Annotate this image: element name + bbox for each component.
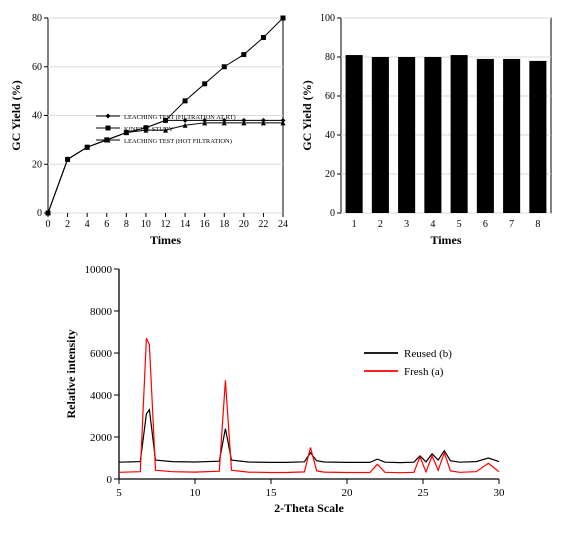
svg-text:25: 25 [417,487,429,499]
svg-text:5: 5 [116,487,122,499]
svg-text:2-Theta Scale: 2-Theta Scale [274,501,344,515]
svg-text:40: 40 [32,111,42,122]
svg-text:Relative intensity: Relative intensity [64,330,78,419]
top-row: 020406080024681012141618202224TimesGC Yi… [8,8,559,253]
svg-text:60: 60 [325,91,335,102]
svg-text:3: 3 [404,219,409,230]
svg-text:20: 20 [341,487,353,499]
svg-text:24: 24 [278,219,288,230]
svg-text:Fresh (a): Fresh (a) [404,366,444,378]
svg-text:0: 0 [37,208,42,219]
svg-text:Times: Times [150,233,181,247]
line-chart: 020406080024681012141618202224TimesGC Yi… [8,8,293,253]
svg-text:0: 0 [106,474,112,486]
svg-text:30: 30 [493,487,505,499]
svg-text:Times: Times [430,233,461,247]
svg-text:0: 0 [330,208,335,219]
svg-text:18: 18 [219,219,229,230]
svg-text:4000: 4000 [90,390,113,402]
svg-text:15: 15 [265,487,277,499]
svg-text:20: 20 [325,169,335,180]
svg-text:2000: 2000 [90,432,113,444]
svg-text:LEACHING TEST (HOT FILTRATION): LEACHING TEST (HOT FILTRATION) [124,138,232,145]
svg-text:4: 4 [85,219,90,230]
svg-text:22: 22 [258,219,268,230]
svg-text:80: 80 [32,13,42,24]
svg-text:1: 1 [352,219,357,230]
bar-chart: 0 20 40 60 80 100 1 2 3 4 5 6 7 8 Times GC Yield (%) [299,8,559,253]
svg-text:10000: 10000 [84,264,112,276]
svg-text:GC Yield (%): GC Yield (%) [9,80,23,150]
svg-text:4: 4 [430,219,435,230]
svg-text:6: 6 [483,219,488,230]
svg-text:60: 60 [32,62,42,73]
svg-text:20: 20 [239,219,249,230]
svg-text:6000: 6000 [90,348,113,360]
svg-text:10: 10 [189,487,201,499]
svg-text:80: 80 [325,52,335,63]
svg-text:5: 5 [457,219,462,230]
svg-text:GC Yield (%): GC Yield (%) [300,80,314,150]
svg-text:14: 14 [180,219,190,230]
bar-chart-svg: 0 20 40 60 80 100 1 2 3 4 5 6 7 8 Times GC Yield (%) [299,8,559,248]
svg-text:10: 10 [141,219,151,230]
svg-text:12: 12 [161,219,171,230]
svg-text:2: 2 [378,219,383,230]
svg-text:2: 2 [65,219,70,230]
svg-text:40: 40 [325,130,335,141]
svg-text:8: 8 [535,219,540,230]
figure-container: 020406080024681012141618202224TimesGC Yi… [8,8,559,521]
svg-text:20: 20 [32,159,42,170]
svg-text:0: 0 [46,219,51,230]
svg-text:LEACHING TEST (FILTRATION AT R: LEACHING TEST (FILTRATION AT RT) [124,114,236,121]
svg-text:100: 100 [320,13,335,24]
line-chart-svg: 020406080024681012141618202224TimesGC Yi… [8,8,293,248]
xrd-chart-svg: 0 2000 4000 6000 8000 10000 5 10 15 20 25 30 2-Theta… [59,261,509,516]
svg-text:16: 16 [200,219,210,230]
svg-text:8000: 8000 [90,306,113,318]
svg-text:6: 6 [104,219,109,230]
svg-text:KINETIC STUDY: KINETIC STUDY [124,126,174,133]
svg-text:7: 7 [509,219,514,230]
svg-text:8: 8 [124,219,129,230]
svg-text:Reused (b): Reused (b) [404,348,452,360]
xrd-chart: 0 2000 4000 6000 8000 10000 5 10 15 20 25 30 2-Theta… [59,261,509,521]
